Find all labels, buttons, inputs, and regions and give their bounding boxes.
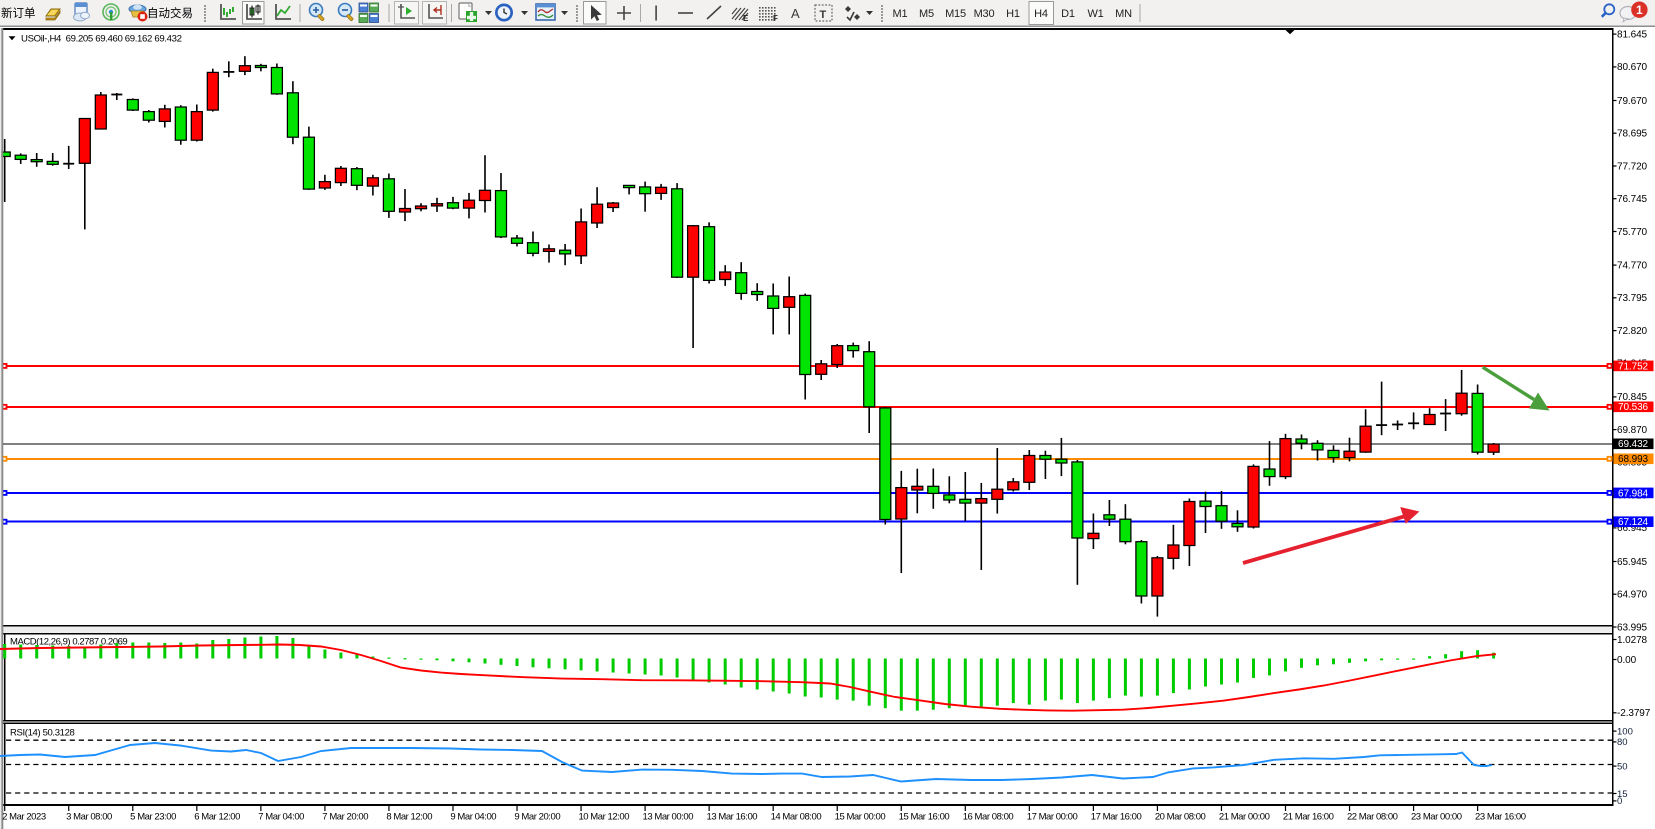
- svg-text:A: A: [791, 6, 800, 21]
- svg-text:22 Mar 08:00: 22 Mar 08:00: [1347, 812, 1398, 823]
- svg-text:70.845: 70.845: [1617, 392, 1648, 403]
- svg-text:69.432: 69.432: [1618, 439, 1649, 450]
- svg-text:72.820: 72.820: [1617, 326, 1648, 337]
- svg-text:76.745: 76.745: [1617, 194, 1648, 205]
- svg-text:81.645: 81.645: [1617, 29, 1648, 40]
- svg-text:5 Mar 23:00: 5 Mar 23:00: [130, 812, 176, 823]
- svg-text:13 Mar 16:00: 13 Mar 16:00: [707, 812, 758, 823]
- svg-text:75.770: 75.770: [1617, 227, 1648, 238]
- svg-text:17 Mar 16:00: 17 Mar 16:00: [1091, 812, 1142, 823]
- svg-text:E: E: [743, 14, 749, 23]
- svg-text:MACD(12,26,9) 0.2787 0.2069: MACD(12,26,9) 0.2787 0.2069: [10, 637, 127, 648]
- svg-text:15 Mar 00:00: 15 Mar 00:00: [835, 812, 886, 823]
- svg-text:H1: H1: [1006, 8, 1020, 20]
- svg-text:80: 80: [1617, 737, 1628, 748]
- svg-text:17 Mar 00:00: 17 Mar 00:00: [1027, 812, 1078, 823]
- svg-text:7 Mar 04:00: 7 Mar 04:00: [258, 812, 304, 823]
- svg-text:65.945: 65.945: [1617, 557, 1648, 568]
- svg-text:新订单: 新订单: [1, 6, 36, 20]
- svg-text:3 Mar 08:00: 3 Mar 08:00: [66, 812, 112, 823]
- svg-text:MN: MN: [1115, 8, 1132, 20]
- svg-text:77.720: 77.720: [1617, 161, 1648, 172]
- svg-text:100: 100: [1617, 726, 1633, 737]
- svg-text:T: T: [820, 9, 827, 21]
- svg-text:0: 0: [1617, 796, 1622, 807]
- svg-text:1: 1: [1636, 3, 1643, 17]
- svg-text:20 Mar 08:00: 20 Mar 08:00: [1155, 812, 1206, 823]
- svg-text:M1: M1: [893, 8, 908, 20]
- svg-text:14 Mar 08:00: 14 Mar 08:00: [771, 812, 822, 823]
- svg-text:50: 50: [1617, 761, 1628, 772]
- svg-text:70.536: 70.536: [1618, 402, 1649, 413]
- svg-text:7 Mar 20:00: 7 Mar 20:00: [322, 812, 368, 823]
- svg-text:23 Mar 00:00: 23 Mar 00:00: [1411, 812, 1462, 823]
- svg-text:D1: D1: [1061, 8, 1075, 20]
- svg-text:21 Mar 00:00: 21 Mar 00:00: [1219, 812, 1270, 823]
- svg-text:9 Mar 04:00: 9 Mar 04:00: [450, 812, 496, 823]
- svg-text:8 Mar 12:00: 8 Mar 12:00: [386, 812, 432, 823]
- svg-text:F: F: [773, 14, 778, 23]
- svg-text:69.870: 69.870: [1617, 425, 1648, 436]
- svg-text:80.670: 80.670: [1617, 62, 1648, 73]
- svg-text:71.752: 71.752: [1618, 361, 1649, 372]
- svg-text:13 Mar 00:00: 13 Mar 00:00: [643, 812, 694, 823]
- svg-text:79.670: 79.670: [1617, 96, 1648, 107]
- svg-text:9 Mar 20:00: 9 Mar 20:00: [514, 812, 560, 823]
- svg-text:0.00: 0.00: [1617, 655, 1637, 666]
- svg-text:15: 15: [1617, 789, 1628, 800]
- svg-text:1.0278: 1.0278: [1617, 635, 1648, 646]
- svg-text:10 Mar 12:00: 10 Mar 12:00: [578, 812, 629, 823]
- svg-text:21 Mar 16:00: 21 Mar 16:00: [1283, 812, 1334, 823]
- svg-text:USOil-,H4 69.205 69.460 69.16: USOil-,H4 69.205 69.460 69.162 69.432: [21, 34, 182, 45]
- svg-text:15 Mar 16:00: 15 Mar 16:00: [899, 812, 950, 823]
- svg-text:自动交易: 自动交易: [147, 6, 193, 20]
- svg-text:74.770: 74.770: [1617, 260, 1648, 271]
- svg-text:67.124: 67.124: [1618, 517, 1649, 528]
- svg-text:6 Mar 12:00: 6 Mar 12:00: [194, 812, 240, 823]
- svg-text:H4: H4: [1034, 8, 1048, 20]
- svg-text:23 Mar 16:00: 23 Mar 16:00: [1475, 812, 1526, 823]
- svg-text:73.795: 73.795: [1617, 293, 1648, 304]
- svg-text:M5: M5: [919, 8, 934, 20]
- svg-text:RSI(14) 50.3128: RSI(14) 50.3128: [10, 728, 75, 739]
- svg-text:63.995: 63.995: [1617, 622, 1648, 633]
- svg-text:16 Mar 08:00: 16 Mar 08:00: [963, 812, 1014, 823]
- svg-text:78.695: 78.695: [1617, 129, 1648, 140]
- svg-text:67.984: 67.984: [1618, 488, 1649, 499]
- svg-text:68.993: 68.993: [1618, 454, 1649, 465]
- svg-text:M30: M30: [974, 8, 995, 20]
- svg-text:64.970: 64.970: [1617, 590, 1648, 601]
- svg-text:66.945: 66.945: [1617, 523, 1648, 534]
- svg-text:W1: W1: [1087, 8, 1103, 20]
- svg-text:2 Mar 2023: 2 Mar 2023: [2, 812, 46, 823]
- svg-text:M15: M15: [945, 8, 966, 20]
- svg-text:-2.3797: -2.3797: [1617, 708, 1651, 719]
